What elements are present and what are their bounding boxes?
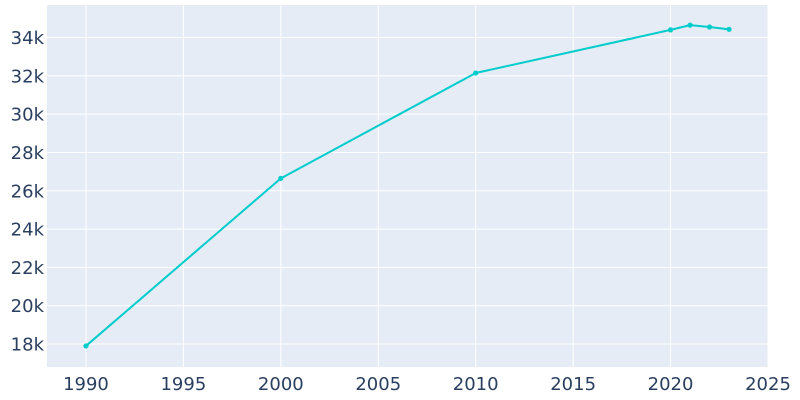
y-tick-label: 32k bbox=[11, 66, 45, 87]
y-tick-label: 28k bbox=[11, 143, 45, 164]
x-tick-label: 2025 bbox=[745, 374, 791, 395]
data-point[interactable] bbox=[473, 70, 479, 76]
x-tick-label: 2015 bbox=[550, 374, 596, 395]
plot-area bbox=[47, 5, 768, 367]
data-point[interactable] bbox=[726, 26, 732, 32]
x-tick-label: 1995 bbox=[160, 374, 206, 395]
x-tick-label: 2000 bbox=[258, 374, 304, 395]
y-tick-label: 30k bbox=[11, 105, 45, 126]
data-point[interactable] bbox=[278, 175, 284, 181]
y-axis-ticks: 18k 20k 22k 24k 26k 28k 30k 32k 34k bbox=[11, 28, 45, 355]
y-tick-label: 26k bbox=[11, 181, 45, 202]
data-points bbox=[83, 22, 732, 349]
y-tick-label: 20k bbox=[11, 296, 45, 317]
y-tick-label: 24k bbox=[11, 220, 45, 241]
x-tick-label: 1990 bbox=[63, 374, 109, 395]
y-tick-label: 18k bbox=[11, 335, 45, 356]
grid-lines bbox=[47, 5, 769, 367]
data-point[interactable] bbox=[706, 24, 713, 30]
data-point[interactable] bbox=[83, 343, 89, 349]
x-axis-ticks: 1990 1995 2000 2005 2010 2015 2020 2025 bbox=[63, 374, 791, 395]
x-tick-label: 2010 bbox=[453, 374, 499, 395]
data-point[interactable] bbox=[667, 27, 674, 33]
data-point[interactable] bbox=[687, 22, 693, 28]
x-tick-label: 2005 bbox=[355, 374, 401, 395]
x-tick-label: 2020 bbox=[648, 374, 694, 395]
y-tick-label: 34k bbox=[11, 28, 45, 49]
y-tick-label: 22k bbox=[11, 258, 45, 279]
